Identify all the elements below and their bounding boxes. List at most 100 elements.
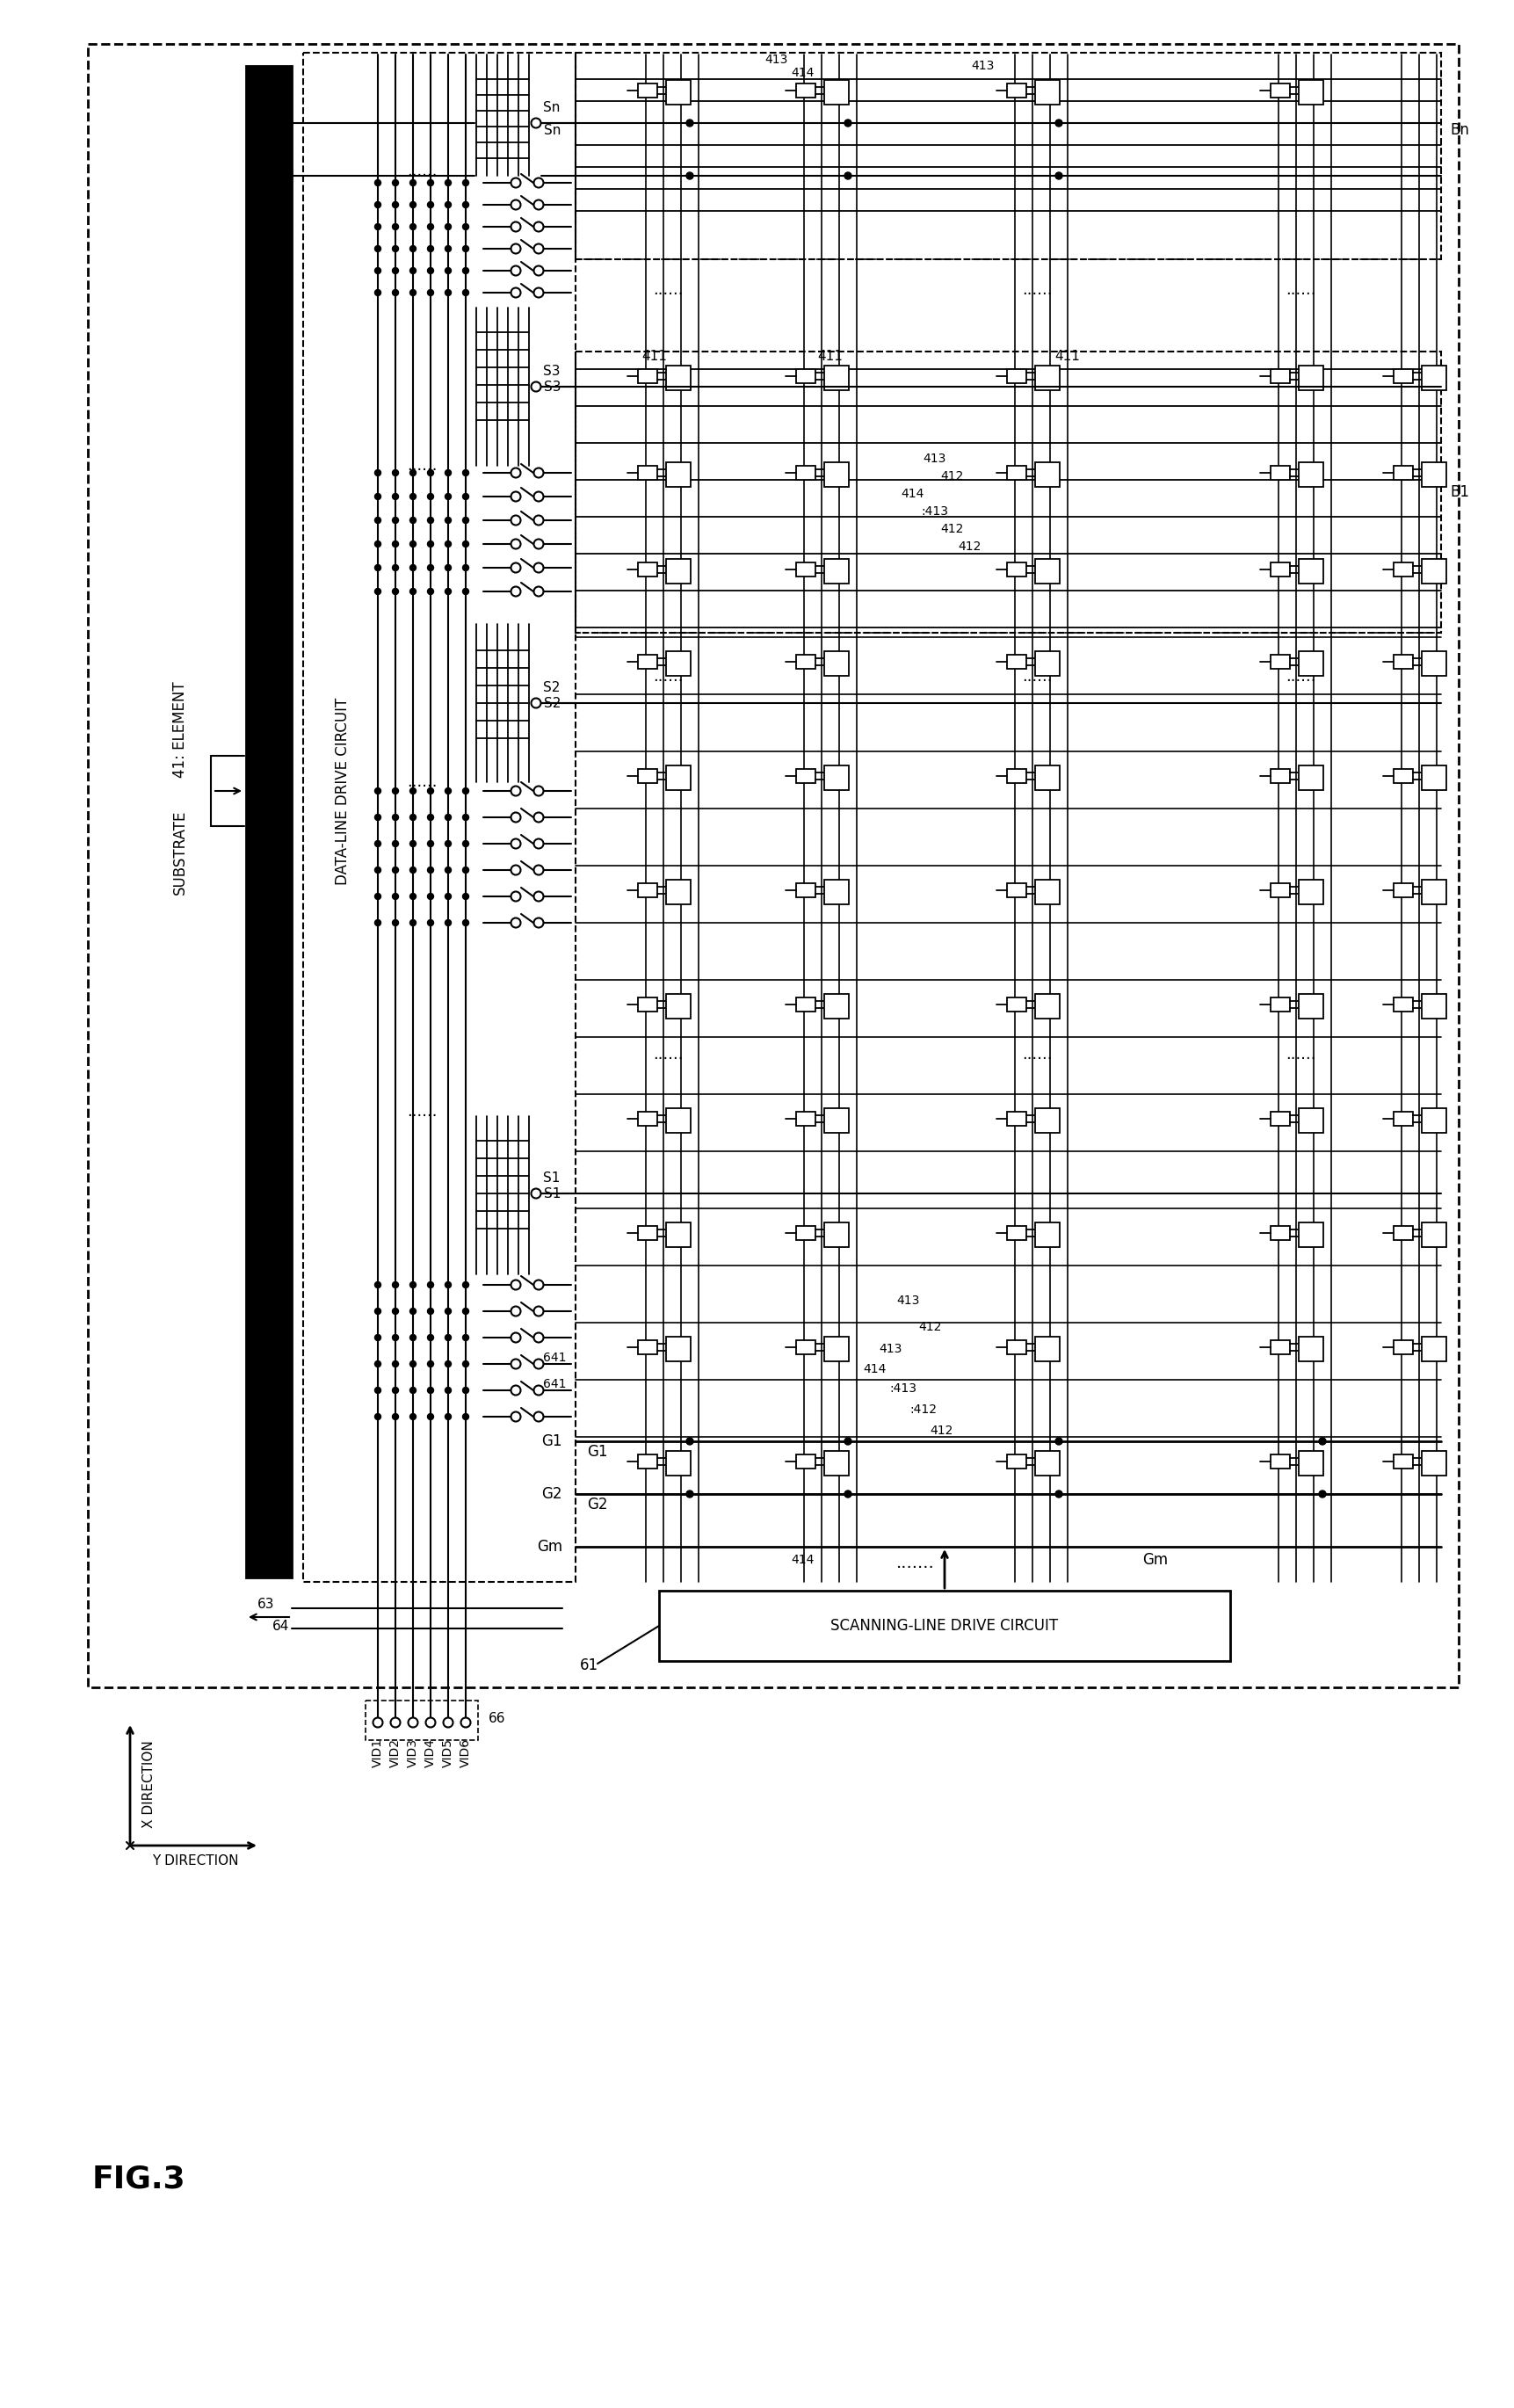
Text: 411: 411 xyxy=(1054,349,1079,364)
Text: 412: 412 xyxy=(958,539,981,554)
Bar xyxy=(824,650,849,677)
Bar xyxy=(1036,1223,1060,1247)
Bar xyxy=(637,465,657,479)
Text: 66: 66 xyxy=(489,1712,506,1724)
Bar xyxy=(1270,563,1290,576)
Circle shape xyxy=(392,840,398,848)
Circle shape xyxy=(510,811,521,821)
Text: 414: 414 xyxy=(790,67,815,79)
Text: 411: 411 xyxy=(642,349,666,364)
Bar xyxy=(1036,995,1060,1019)
Circle shape xyxy=(510,917,521,927)
Circle shape xyxy=(375,246,382,253)
Circle shape xyxy=(510,289,521,299)
Bar xyxy=(1036,879,1060,905)
Bar xyxy=(247,65,292,1577)
Circle shape xyxy=(392,920,398,925)
Circle shape xyxy=(392,1281,398,1288)
Text: Gm: Gm xyxy=(537,1539,562,1556)
Circle shape xyxy=(427,893,433,901)
Text: 414: 414 xyxy=(790,1553,815,1565)
Text: ......: ...... xyxy=(1022,1047,1052,1062)
Bar xyxy=(1422,462,1446,486)
Circle shape xyxy=(463,787,469,795)
Circle shape xyxy=(445,518,451,523)
Circle shape xyxy=(427,246,433,253)
Circle shape xyxy=(510,563,521,573)
Circle shape xyxy=(534,1385,544,1394)
Bar xyxy=(824,79,849,104)
Circle shape xyxy=(375,563,382,571)
Circle shape xyxy=(375,202,382,207)
Bar xyxy=(824,462,849,486)
Bar xyxy=(1270,768,1290,783)
Circle shape xyxy=(410,1413,416,1421)
Circle shape xyxy=(410,246,416,253)
Bar xyxy=(666,1223,690,1247)
Text: Sn: Sn xyxy=(544,101,560,113)
Bar xyxy=(1036,650,1060,677)
Text: ......: ...... xyxy=(407,1103,438,1120)
Bar xyxy=(1270,1341,1290,1353)
Bar xyxy=(1299,366,1323,390)
Circle shape xyxy=(427,1281,433,1288)
Bar xyxy=(1422,1108,1446,1132)
Circle shape xyxy=(375,181,382,185)
Bar xyxy=(637,997,657,1011)
Text: 413: 413 xyxy=(878,1344,902,1356)
Text: S3: S3 xyxy=(544,364,560,378)
Bar xyxy=(1393,1454,1413,1469)
Circle shape xyxy=(510,838,521,848)
Circle shape xyxy=(463,814,469,821)
Circle shape xyxy=(391,1717,400,1727)
Circle shape xyxy=(427,1387,433,1394)
Circle shape xyxy=(510,1411,521,1421)
Text: ......: ...... xyxy=(407,458,438,474)
Circle shape xyxy=(427,202,433,207)
Circle shape xyxy=(531,698,540,708)
Circle shape xyxy=(410,470,416,477)
Circle shape xyxy=(375,224,382,229)
Circle shape xyxy=(510,491,521,501)
Circle shape xyxy=(463,518,469,523)
Circle shape xyxy=(392,893,398,901)
Text: S2: S2 xyxy=(544,696,560,710)
Circle shape xyxy=(427,542,433,547)
Text: 413: 413 xyxy=(922,453,946,465)
Bar xyxy=(575,53,1441,260)
Circle shape xyxy=(410,289,416,296)
Bar xyxy=(637,1112,657,1127)
Bar xyxy=(1422,1336,1446,1361)
Text: :413: :413 xyxy=(889,1382,916,1394)
Bar xyxy=(1007,1226,1026,1240)
Bar xyxy=(666,1108,690,1132)
Circle shape xyxy=(510,222,521,231)
Circle shape xyxy=(534,515,544,525)
Bar xyxy=(1422,1223,1446,1247)
Text: SCANNING-LINE DRIVE CIRCUIT: SCANNING-LINE DRIVE CIRCUIT xyxy=(831,1618,1058,1633)
Circle shape xyxy=(445,588,451,595)
Text: Sn: Sn xyxy=(544,123,560,137)
Circle shape xyxy=(510,588,521,597)
Circle shape xyxy=(445,470,451,477)
Circle shape xyxy=(510,178,521,188)
Circle shape xyxy=(534,539,544,549)
Text: 413: 413 xyxy=(896,1296,919,1308)
Bar xyxy=(666,79,690,104)
Bar xyxy=(796,1454,816,1469)
Circle shape xyxy=(410,542,416,547)
Circle shape xyxy=(410,920,416,925)
Bar xyxy=(637,884,657,898)
Bar xyxy=(1299,559,1323,583)
Circle shape xyxy=(534,1411,544,1421)
Bar xyxy=(1036,1336,1060,1361)
Circle shape xyxy=(445,224,451,229)
Bar xyxy=(1007,997,1026,1011)
Bar xyxy=(1007,655,1026,669)
Circle shape xyxy=(686,1491,693,1498)
Bar xyxy=(796,1341,816,1353)
Bar xyxy=(796,563,816,576)
Bar xyxy=(666,995,690,1019)
Circle shape xyxy=(534,588,544,597)
Text: S1: S1 xyxy=(544,1187,560,1199)
